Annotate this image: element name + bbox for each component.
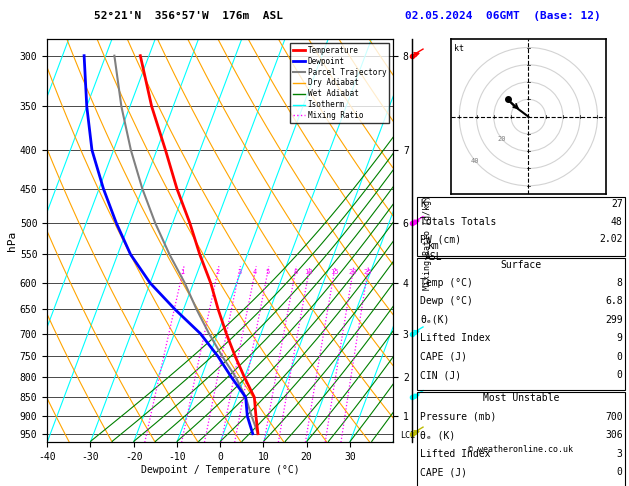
Text: 5: 5 xyxy=(265,269,270,275)
Text: 1: 1 xyxy=(181,269,185,275)
Text: 10: 10 xyxy=(304,269,313,275)
X-axis label: Dewpoint / Temperature (°C): Dewpoint / Temperature (°C) xyxy=(141,465,299,475)
Text: θₑ (K): θₑ (K) xyxy=(420,430,455,440)
Text: 40: 40 xyxy=(471,158,480,164)
Text: 3: 3 xyxy=(617,449,623,459)
Text: 48: 48 xyxy=(611,217,623,227)
Text: kt: kt xyxy=(454,44,464,52)
Text: 2: 2 xyxy=(216,269,220,275)
Text: 700: 700 xyxy=(605,412,623,422)
Text: 20: 20 xyxy=(348,269,357,275)
Text: Temp (°C): Temp (°C) xyxy=(420,278,473,288)
Text: 6.8: 6.8 xyxy=(605,296,623,307)
Text: 52°21'N  356°57'W  176m  ASL: 52°21'N 356°57'W 176m ASL xyxy=(94,12,283,21)
Text: 20: 20 xyxy=(498,136,506,142)
Text: CAPE (J): CAPE (J) xyxy=(420,352,467,362)
Text: Lifted Index: Lifted Index xyxy=(420,333,491,344)
Text: Surface: Surface xyxy=(500,260,542,270)
Text: 25: 25 xyxy=(364,269,372,275)
Text: CIN (J): CIN (J) xyxy=(420,370,461,381)
Text: 0: 0 xyxy=(617,467,623,477)
Text: Pressure (mb): Pressure (mb) xyxy=(420,412,496,422)
Legend: Temperature, Dewpoint, Parcel Trajectory, Dry Adiabat, Wet Adiabat, Isotherm, Mi: Temperature, Dewpoint, Parcel Trajectory… xyxy=(290,43,389,123)
Text: Dewp (°C): Dewp (°C) xyxy=(420,296,473,307)
Y-axis label: hPa: hPa xyxy=(7,230,17,251)
Text: Totals Totals: Totals Totals xyxy=(420,217,496,227)
Text: K: K xyxy=(420,199,426,209)
Text: 306: 306 xyxy=(605,430,623,440)
Text: θₑ(K): θₑ(K) xyxy=(420,315,450,325)
Text: PW (cm): PW (cm) xyxy=(420,234,461,244)
Text: Lifted Index: Lifted Index xyxy=(420,449,491,459)
Text: 299: 299 xyxy=(605,315,623,325)
Text: 4: 4 xyxy=(253,269,257,275)
Text: 0: 0 xyxy=(617,370,623,381)
Text: 27: 27 xyxy=(611,199,623,209)
Text: © weatheronline.co.uk: © weatheronline.co.uk xyxy=(469,445,573,454)
Text: 2.02: 2.02 xyxy=(599,234,623,244)
Text: 9: 9 xyxy=(617,333,623,344)
Text: 15: 15 xyxy=(330,269,338,275)
Text: 8: 8 xyxy=(617,278,623,288)
Text: Most Unstable: Most Unstable xyxy=(482,393,559,403)
Text: LCL: LCL xyxy=(400,431,415,440)
Text: 02.05.2024  06GMT  (Base: 12): 02.05.2024 06GMT (Base: 12) xyxy=(405,12,601,21)
Text: 3: 3 xyxy=(237,269,242,275)
Text: Mixing Ratio (g/kg): Mixing Ratio (g/kg) xyxy=(423,195,432,291)
Text: CAPE (J): CAPE (J) xyxy=(420,467,467,477)
Text: 0: 0 xyxy=(617,352,623,362)
Text: 8: 8 xyxy=(293,269,298,275)
Y-axis label: km
ASL: km ASL xyxy=(425,241,443,262)
